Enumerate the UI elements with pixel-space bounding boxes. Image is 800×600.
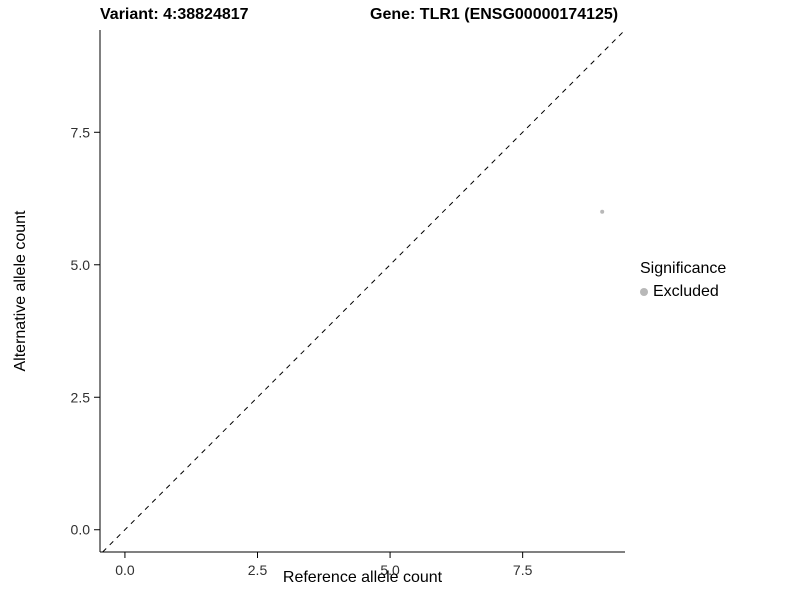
legend-title: Significance <box>640 260 727 277</box>
legend-key-dot <box>640 288 648 296</box>
x-tick-label: 0.0 <box>115 562 135 578</box>
y-tick-label: 7.5 <box>71 124 91 140</box>
x-tick-label: 7.5 <box>513 562 533 578</box>
x-tick-label: 5.0 <box>380 562 400 578</box>
identity-reference-line <box>102 29 626 553</box>
x-tick-label: 2.5 <box>248 562 268 578</box>
plot-title-variant: Variant: 4:38824817 <box>100 6 249 23</box>
legend-item-excluded: Excluded <box>640 283 726 301</box>
y-tick-label: 0.0 <box>71 522 91 538</box>
x-axis-label: Reference allele count <box>282 569 443 586</box>
plot-title-gene: Gene: TLR1 (ENSG00000174125) <box>370 6 619 23</box>
legend-item-label: Excluded <box>653 283 719 300</box>
legend: Significance Excluded <box>640 260 726 301</box>
data-point <box>600 209 605 214</box>
y-tick-label: 2.5 <box>71 389 91 405</box>
y-tick-label: 5.0 <box>71 257 91 273</box>
y-axis-label: Alternative allele count <box>12 210 29 372</box>
